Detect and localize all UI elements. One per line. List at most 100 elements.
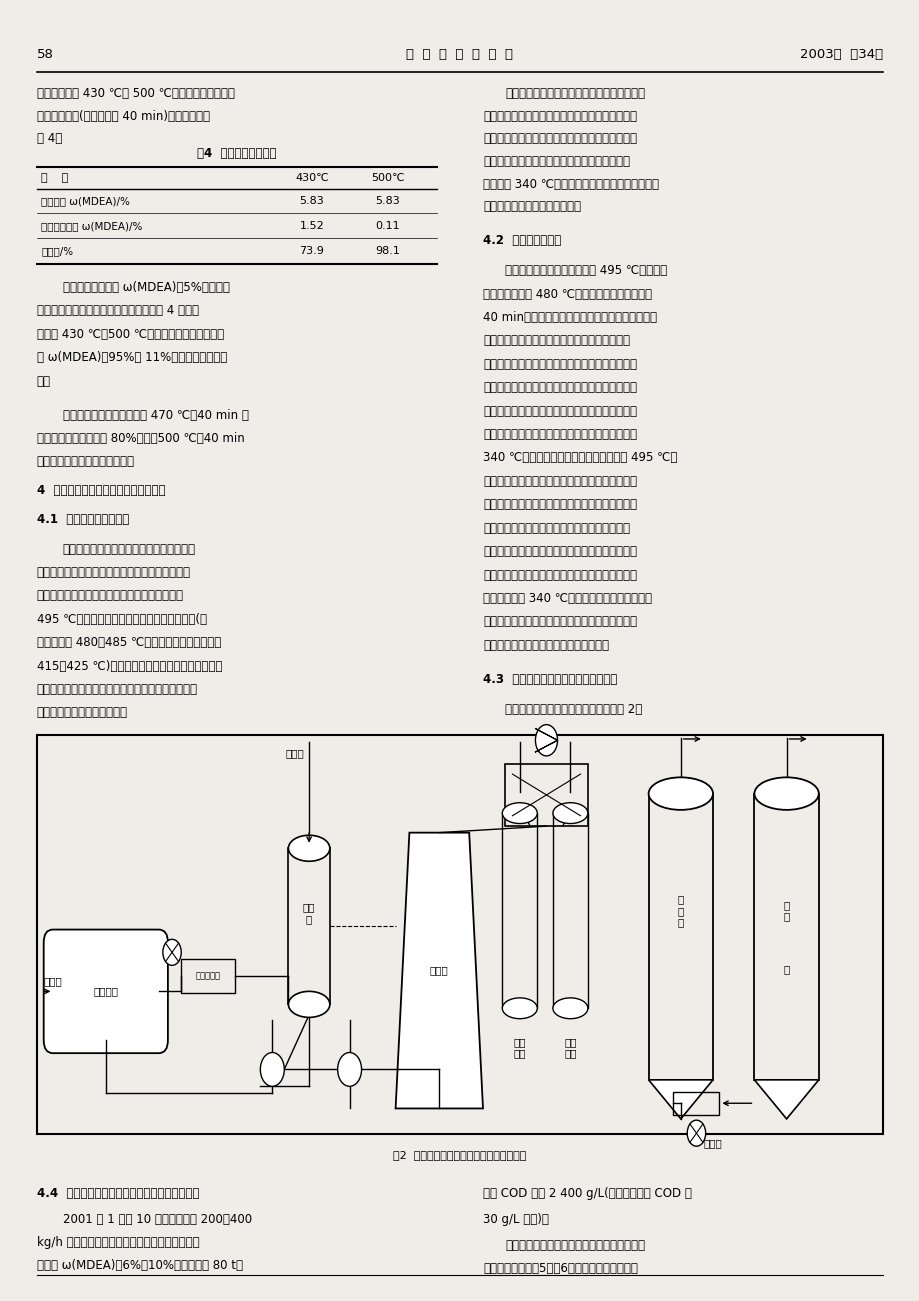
Text: 表4  废胺液的裂解情况: 表4 废胺液的裂解情况 xyxy=(197,147,277,160)
Bar xyxy=(648,794,712,1080)
Text: 415～425 ℃)，小分子的气体化合物进入分馏塔分: 415～425 ℃)，小分子的气体化合物进入分馏塔分 xyxy=(37,660,221,673)
Text: 焦
炭: 焦 炭 xyxy=(783,900,789,921)
Text: 操作无影响，因而选择方案二进行试验。: 操作无影响，因而选择方案二进行试验。 xyxy=(482,639,608,652)
Text: 废胺液中 ω(MDEA)/%: 废胺液中 ω(MDEA)/% xyxy=(41,196,130,206)
Text: 焦
炭
塔: 焦 炭 塔 xyxy=(677,894,683,928)
Circle shape xyxy=(163,939,181,965)
Text: 炼油厂废胺液中的 ω(MDEA)＝5%左右，除: 炼油厂废胺液中的 ω(MDEA)＝5%左右，除 xyxy=(62,281,229,294)
Text: 注水先加热到 340 ℃以后再进入辐射炉管进一步: 注水先加热到 340 ℃以后再进入辐射炉管进一步 xyxy=(482,592,652,605)
Ellipse shape xyxy=(754,778,818,809)
Text: 4.1  延迟焦化的生产工艺: 4.1 延迟焦化的生产工艺 xyxy=(37,513,129,526)
Text: 软化水: 软化水 xyxy=(286,748,304,758)
Text: 加热炉: 加热炉 xyxy=(429,965,448,976)
Text: D: D xyxy=(346,1066,353,1073)
Text: 40 min，因此在辐射炉管内注入废胺液或直接将废: 40 min，因此在辐射炉管内注入废胺液或直接将废 xyxy=(482,311,656,324)
Circle shape xyxy=(535,725,557,756)
Bar xyxy=(673,1092,719,1115)
Text: 500℃: 500℃ xyxy=(370,173,404,182)
Text: 石  油  炼  制  与  化  工: 石 油 炼 制 与 化 工 xyxy=(406,48,513,61)
Text: 98.1: 98.1 xyxy=(375,246,400,256)
Text: 废胺液罐: 废胺液罐 xyxy=(93,986,119,997)
Text: 4.2  处理方案的选择: 4.2 处理方案的选择 xyxy=(482,234,561,247)
Text: 为了使焦化反应延迟到焦炭塔内进行，防止加: 为了使焦化反应延迟到焦炭塔内进行，防止加 xyxy=(505,87,644,100)
Text: 被加热，逐步汽化裂解，因而对加热炉及焦炭塔的: 被加热，逐步汽化裂解，因而对加热炉及焦炭塔的 xyxy=(482,615,636,628)
Text: 4  废胺液进延迟焦化装置处理的可行性: 4 废胺液进延迟焦化装置处理的可行性 xyxy=(37,484,165,497)
Text: 其中的水迅速汽化分解，加上醇胺高温裂解，焦炭: 其中的水迅速汽化分解，加上醇胺高温裂解，焦炭 xyxy=(482,498,636,511)
Text: 右送入焦炭塔。方案一中废胺液直接进入焦炭塔，: 右送入焦炭塔。方案一中废胺液直接进入焦炭塔， xyxy=(482,475,636,488)
Circle shape xyxy=(686,1120,705,1146)
Text: 流速。软化水从软化水罐抽出后进入加热炉对流: 流速。软化水从软化水罐抽出后进入加热炉对流 xyxy=(482,155,630,168)
Text: 5.83: 5.83 xyxy=(300,196,324,206)
Text: 塔的压力将上升，对焦炭塔的安全生产有一定威: 塔的压力将上升，对焦炭塔的安全生产有一定威 xyxy=(482,522,630,535)
Ellipse shape xyxy=(289,991,330,1017)
Text: 辐射
进料: 辐射 进料 xyxy=(563,1037,576,1059)
Text: 2003年  第34卷: 2003年 第34卷 xyxy=(800,48,882,61)
Text: 溶于酸性水中。表5、表6列出了试验前后产品质: 溶于酸性水中。表5、表6列出了试验前后产品质 xyxy=(482,1262,637,1275)
Text: 5.83: 5.83 xyxy=(375,196,400,206)
Circle shape xyxy=(260,1053,284,1086)
Text: 58: 58 xyxy=(37,48,53,61)
Text: 30 g/L 计算)。: 30 g/L 计算)。 xyxy=(482,1213,549,1226)
Text: 4.4  处理废胺液对延迟焦化装置产品质量的影响: 4.4 处理废胺液对延迟焦化装置产品质量的影响 xyxy=(37,1187,199,1200)
Text: 室加热到 340 ℃左右，直接进入到辐射炉管入口，: 室加热到 340 ℃左右，直接进入到辐射炉管入口， xyxy=(482,178,658,190)
Circle shape xyxy=(337,1053,361,1086)
Text: D: D xyxy=(268,1066,276,1073)
Text: 处理了 ω(MDEA)＝6%～10%的废胺液约 80 t，: 处理了 ω(MDEA)＝6%～10%的废胺液约 80 t， xyxy=(37,1259,243,1272)
Text: 0.11: 0.11 xyxy=(375,221,400,230)
Text: 胺液注入焦炭塔都能满足醇胺高温裂解的要求。: 胺液注入焦炭塔都能满足醇胺高温裂解的要求。 xyxy=(482,334,630,347)
Text: 延迟焦化装置以常减压蒸馏的减压渣油为原: 延迟焦化装置以常减压蒸馏的减压渣油为原 xyxy=(62,543,196,556)
Text: 炉前注水罐，经注水泵抽出经加热炉对流段加热至: 炉前注水罐，经注水泵抽出经加热炉对流段加热至 xyxy=(482,428,636,441)
Text: 流量控制阀: 流量控制阀 xyxy=(195,972,221,980)
Text: 综上所述，废胺液中醇胺在 470 ℃，40 min 的: 综上所述，废胺液中醇胺在 470 ℃，40 min 的 xyxy=(62,409,248,422)
Text: 料，先经加热炉对流段加热后进入分馏塔下部换热: 料，先经加热炉对流段加热后进入分馏塔下部换热 xyxy=(37,566,190,579)
Ellipse shape xyxy=(552,803,587,824)
Text: 73.9: 73.9 xyxy=(300,246,324,256)
Bar xyxy=(502,813,537,1008)
Text: 裂解；方案二：废胺液从废胺液罐抽出后进入加热: 裂解；方案二：废胺液从废胺液罐抽出后进入加热 xyxy=(482,405,636,418)
Text: 影响，石油焦的挥发分将上升。方案二中废胺液随: 影响，石油焦的挥发分将上升。方案二中废胺液随 xyxy=(482,569,636,582)
Bar xyxy=(505,764,587,826)
Text: 四通阀: 四通阀 xyxy=(703,1138,721,1149)
Text: 注水
罐: 注水 罐 xyxy=(302,903,315,924)
Text: 废胺液进延迟焦化装置处理的流程见图 2。: 废胺液进延迟焦化装置处理的流程见图 2。 xyxy=(505,703,641,716)
Text: 醇胺高温裂解后的产物大部分进入气相，部分: 醇胺高温裂解后的产物大部分进入气相，部分 xyxy=(505,1239,644,1252)
Ellipse shape xyxy=(648,778,712,809)
Text: 与 ω(MDEA)＝95%和 11%水溶液的裂解率相: 与 ω(MDEA)＝95%和 11%水溶液的裂解率相 xyxy=(37,351,227,364)
Text: 停留时间下可高温裂解 80%左右，500 ℃，40 min: 停留时间下可高温裂解 80%左右，500 ℃，40 min xyxy=(37,432,244,445)
Text: 340 ℃左右后注入辐射管内，再被加热到 495 ℃左: 340 ℃左右后注入辐射管内，再被加热到 495 ℃左 xyxy=(482,451,676,464)
Bar xyxy=(289,848,329,1004)
Text: 430℃: 430℃ xyxy=(295,173,328,182)
Text: 项    目: 项 目 xyxy=(41,173,69,182)
Text: 情况，选择在 430 ℃和 500 ℃两个温度下对废胺液: 情况，选择在 430 ℃和 500 ℃两个温度下对废胺液 xyxy=(37,87,234,100)
Polygon shape xyxy=(754,1080,818,1119)
Text: 离出焦化汽油、柴油、蜡油组分及焦化富气，大分子: 离出焦化汽油、柴油、蜡油组分及焦化富气，大分子 xyxy=(37,683,198,696)
Text: 近。: 近。 xyxy=(37,375,51,388)
Text: 内部的温度也在 480 ℃以上，且停留时间远大于: 内部的温度也在 480 ℃以上，且停留时间远大于 xyxy=(482,288,652,301)
Bar xyxy=(37,735,882,1134)
Text: 随油加热汽化后再进入焦炭塔。: 随油加热汽化后再进入焦炭塔。 xyxy=(482,200,581,213)
Text: 废胺液: 废胺液 xyxy=(43,976,62,986)
Text: 裂解率/%: 裂解率/% xyxy=(41,246,74,256)
Text: 废胺液的处理方案有两种。方案一：废胺液直接从: 废胺液的处理方案有两种。方案一：废胺液直接从 xyxy=(482,358,636,371)
Bar xyxy=(181,959,234,993)
Text: 2001 年 1 月至 10 月，废胺液以 200～400: 2001 年 1 月至 10 月，废胺液以 200～400 xyxy=(62,1213,252,1226)
Ellipse shape xyxy=(289,835,330,861)
Text: 出，在 430 ℃、500 ℃时，实际废胺液的裂解率: 出，在 430 ℃、500 ℃时，实际废胺液的裂解率 xyxy=(37,328,223,341)
Text: kg/h 的流量在延迟焦化装置进行试处理，共间断: kg/h 的流量在延迟焦化装置进行试处理，共间断 xyxy=(37,1236,199,1249)
FancyBboxPatch shape xyxy=(44,930,168,1054)
Text: 废胺液罐抽出经管线、单向阀，直接注入焦炭塔内: 废胺液罐抽出经管线、单向阀，直接注入焦炭塔内 xyxy=(482,381,636,394)
Polygon shape xyxy=(648,1080,712,1119)
Text: 消减 COD 约达 2 400 g/L(按每吨废胺液 COD 值: 消减 COD 约达 2 400 g/L(按每吨废胺液 COD 值 xyxy=(482,1187,691,1200)
Text: 焦化装置的加热炉出口温度达 495 ℃，焦炭塔: 焦化装置的加热炉出口温度达 495 ℃，焦炭塔 xyxy=(505,264,666,277)
Text: 表 4。: 表 4。 xyxy=(37,133,62,144)
Text: 4.3  废胺液进延迟焦化装置处理的流程: 4.3 废胺液进延迟焦化装置处理的流程 xyxy=(482,673,617,686)
Bar xyxy=(754,794,818,1080)
Text: 495 ℃左右进入焦炭塔内进行裂解、缩合反应(焦: 495 ℃左右进入焦炭塔内进行裂解、缩合反应(焦 xyxy=(37,613,207,626)
Text: 1.52: 1.52 xyxy=(300,221,324,230)
Text: 裂解后液相中 ω(MDEA)/%: 裂解后液相中 ω(MDEA)/% xyxy=(41,221,142,230)
Text: 一定量的软化水，以提高加热炉辐射炉管内的介质: 一定量的软化水，以提高加热炉辐射炉管内的介质 xyxy=(482,133,636,144)
Text: 的焦炭物质作为石油焦出厂。: 的焦炭物质作为石油焦出厂。 xyxy=(37,706,128,719)
Text: 进行裂解试验(停留时间为 40 min)。试验结果见: 进行裂解试验(停留时间为 40 min)。试验结果见 xyxy=(37,111,210,122)
Ellipse shape xyxy=(502,998,537,1019)
Text: 胁，且冷进料对焦炭塔内的焦化反应深度有一定的: 胁，且冷进料对焦炭塔内的焦化反应深度有一定的 xyxy=(482,545,636,558)
